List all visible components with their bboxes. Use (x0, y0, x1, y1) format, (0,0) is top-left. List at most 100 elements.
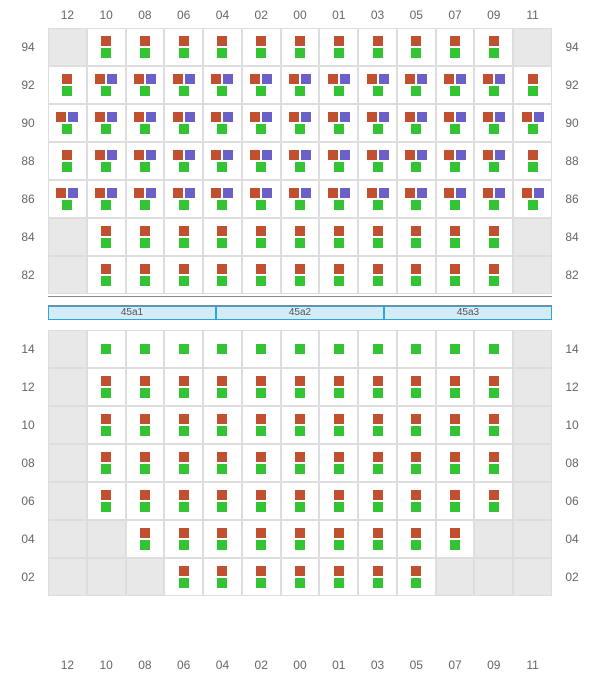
marker (140, 540, 150, 550)
marker (489, 124, 499, 134)
grid-cell (436, 330, 475, 368)
marker (295, 490, 305, 500)
marker (179, 376, 189, 386)
marker (289, 150, 299, 160)
marker (262, 150, 272, 160)
marker (411, 502, 421, 512)
marker (101, 200, 111, 210)
marker (411, 226, 421, 236)
marker (256, 226, 266, 236)
marker (495, 112, 505, 122)
grid-cell (242, 180, 281, 218)
marker (217, 48, 227, 58)
grid-cell (87, 142, 126, 180)
marker (262, 188, 272, 198)
grid-cell (87, 406, 126, 444)
grid-row: 9292 (48, 66, 552, 104)
marker (373, 376, 383, 386)
marker (334, 276, 344, 286)
grid-cell (436, 104, 475, 142)
marker (379, 150, 389, 160)
grid-cell (164, 368, 203, 406)
marker (295, 414, 305, 424)
marker (217, 86, 227, 96)
marker (528, 162, 538, 172)
grid-cell (48, 256, 87, 294)
row-label: 04 (552, 532, 592, 546)
grid-cell (242, 104, 281, 142)
marker (217, 276, 227, 286)
marker (140, 502, 150, 512)
grid-cell (513, 104, 552, 142)
marker (301, 112, 311, 122)
row-label: 04 (8, 532, 48, 546)
marker (217, 528, 227, 538)
marker (444, 188, 454, 198)
grid-cell (358, 558, 397, 596)
marker (217, 540, 227, 550)
marker (334, 578, 344, 588)
marker (295, 452, 305, 462)
grid-row: 1212 (48, 368, 552, 406)
marker (256, 540, 266, 550)
marker (179, 388, 189, 398)
marker (373, 414, 383, 424)
marker (450, 464, 460, 474)
grid-cell (513, 256, 552, 294)
marker (173, 112, 183, 122)
marker (495, 74, 505, 84)
marker (62, 200, 72, 210)
marker (295, 388, 305, 398)
grid-cell (474, 444, 513, 482)
marker (140, 344, 150, 354)
grid-cell (281, 104, 320, 142)
marker (140, 388, 150, 398)
grid-cell (436, 256, 475, 294)
marker (295, 464, 305, 474)
grid-cell (474, 218, 513, 256)
col-label: 00 (281, 8, 320, 22)
grid-cell (281, 368, 320, 406)
grid-cell (436, 482, 475, 520)
divider-tab: 45a3 (384, 306, 552, 320)
marker (489, 490, 499, 500)
grid-cell (48, 444, 87, 482)
marker (444, 150, 454, 160)
marker (140, 528, 150, 538)
marker (373, 578, 383, 588)
marker (140, 264, 150, 274)
grid-cell (126, 180, 165, 218)
marker (217, 36, 227, 46)
grid-cell (474, 104, 513, 142)
marker (411, 344, 421, 354)
grid-cell (436, 66, 475, 104)
marker (146, 74, 156, 84)
marker (450, 344, 460, 354)
marker (328, 150, 338, 160)
marker (373, 344, 383, 354)
marker (411, 200, 421, 210)
marker (483, 112, 493, 122)
grid-cell (87, 180, 126, 218)
marker (489, 86, 499, 96)
marker (417, 74, 427, 84)
grid-cell (358, 482, 397, 520)
grid-cell (281, 28, 320, 66)
grid-row: 0404 (48, 520, 552, 558)
grid-cell (164, 330, 203, 368)
grid-cell (242, 406, 281, 444)
marker (373, 540, 383, 550)
marker (256, 464, 266, 474)
grid-cell (513, 218, 552, 256)
grid-cell (397, 520, 436, 558)
grid-cell (513, 406, 552, 444)
col-label: 01 (319, 8, 358, 22)
marker (411, 452, 421, 462)
marker (68, 112, 78, 122)
lower-section: 1414121210100808060604040202 (48, 330, 552, 596)
marker (483, 74, 493, 84)
grid-cell (281, 180, 320, 218)
row-label: 94 (8, 40, 48, 54)
col-label: 02 (242, 658, 281, 672)
marker (334, 124, 344, 134)
